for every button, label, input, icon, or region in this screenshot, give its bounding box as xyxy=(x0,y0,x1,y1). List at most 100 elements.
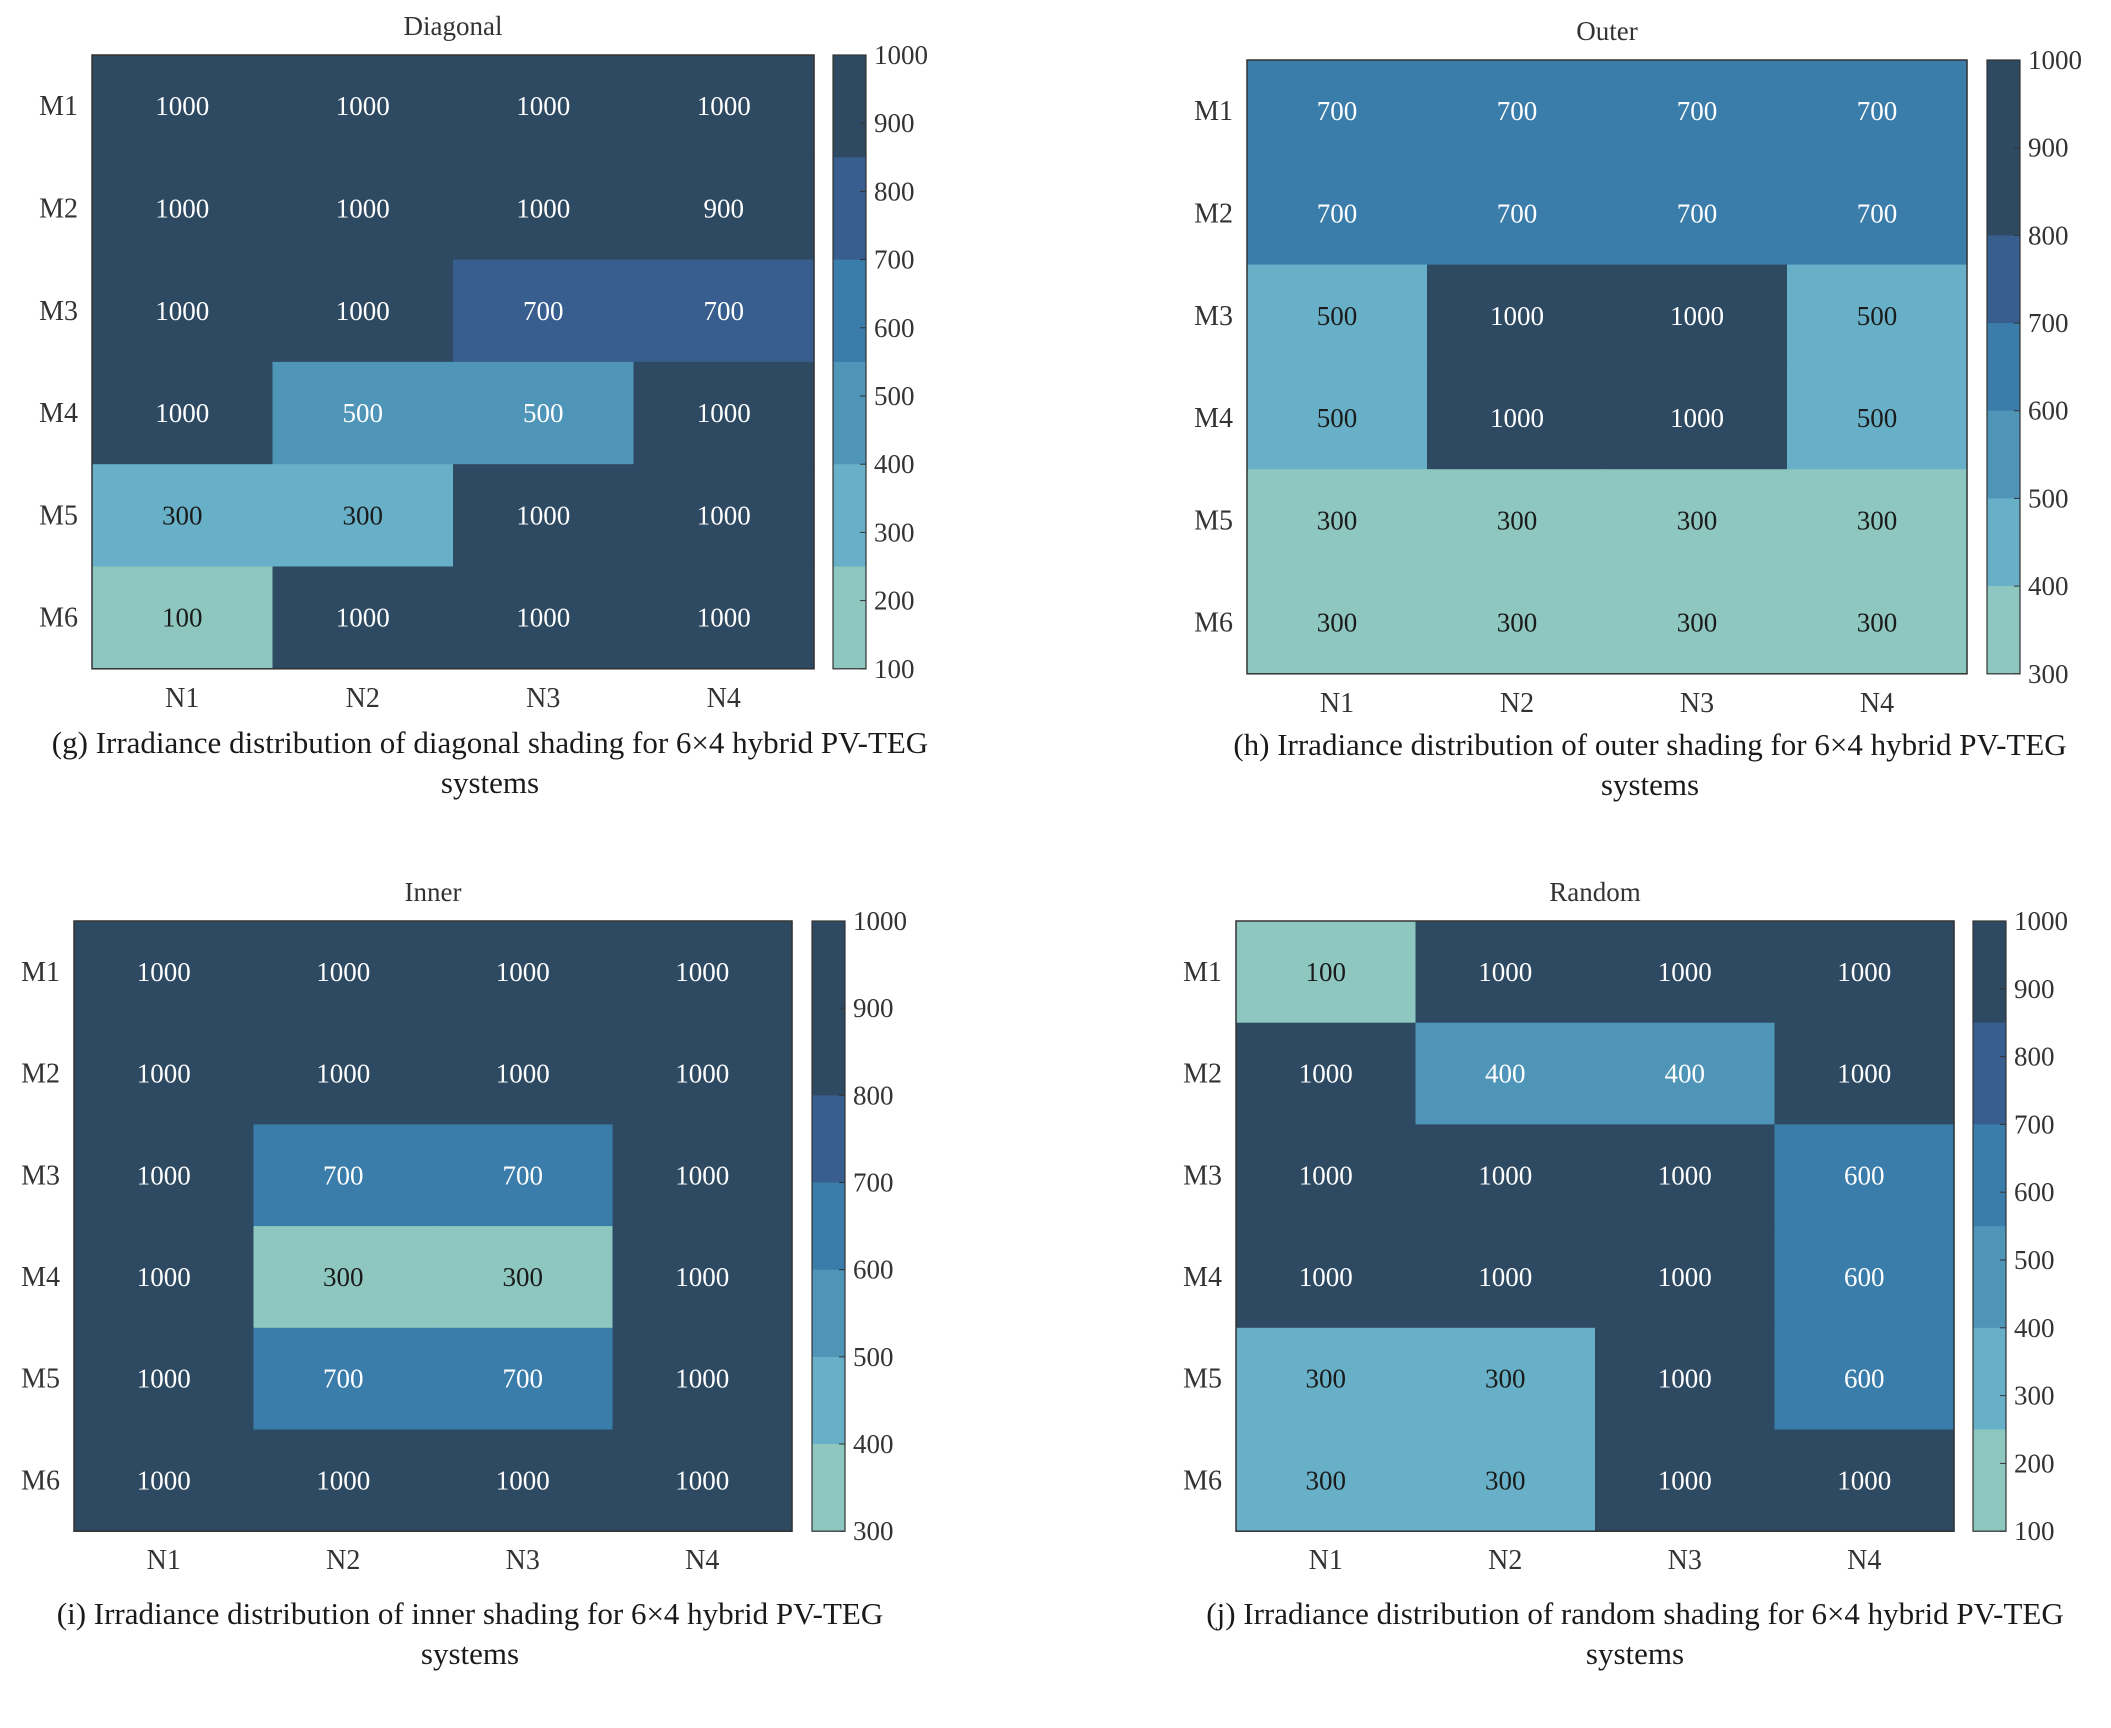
cell-value-label: 1000 xyxy=(1478,1262,1532,1292)
heatmap-cell xyxy=(1607,571,1788,675)
colorbar-tick-label: 800 xyxy=(853,1080,894,1110)
cell-value-label: 1000 xyxy=(336,91,390,121)
heatmap-cell xyxy=(1236,1327,1417,1431)
cell-value-label: 1000 xyxy=(516,193,570,223)
cell-value-label: 1000 xyxy=(1658,1364,1712,1394)
cell-value-label: 700 xyxy=(503,1160,544,1190)
colorbar-tick-label: 600 xyxy=(853,1255,894,1285)
row-label: M5 xyxy=(39,500,78,531)
colorbar-tick-label: 400 xyxy=(2028,571,2069,601)
cell-value-label: 300 xyxy=(1317,608,1358,638)
cell-value-label: 1000 xyxy=(1478,1160,1532,1190)
cell-value-label: 300 xyxy=(1485,1465,1526,1495)
cell-value-label: 300 xyxy=(1317,505,1358,535)
heatmap-cell xyxy=(612,921,793,1024)
cell-value-label: 700 xyxy=(1497,198,1538,228)
colorbar-segment xyxy=(1973,1327,2006,1431)
heatmap-panel-random: Random 100 1000 1000 1000 1000 400 400 1000 1000 1… xyxy=(1055,860,2111,1728)
caption-outer: (h) Irradiance distribution of outer sha… xyxy=(1233,727,2067,802)
heatmap-cell xyxy=(92,157,274,261)
cell-value-label: 500 xyxy=(1317,403,1358,433)
cell-value-label: 1000 xyxy=(1837,1059,1891,1089)
cell-value-label: 300 xyxy=(343,500,384,530)
cell-value-label: 1000 xyxy=(697,500,751,530)
row-label: M2 xyxy=(39,193,78,224)
chart-title: Random xyxy=(1549,877,1641,907)
cell-value-label: 700 xyxy=(523,296,564,326)
heatmap-cell xyxy=(1595,1124,1776,1227)
cell-value-label: 700 xyxy=(704,296,745,326)
cell-value-label: 1000 xyxy=(1837,957,1891,987)
cell-value-label: 1000 xyxy=(496,1059,550,1089)
colorbar-segment xyxy=(812,1182,845,1271)
heatmap-cell xyxy=(1595,1327,1776,1431)
colorbar-tick-label: 500 xyxy=(853,1342,894,1372)
column-label: N4 xyxy=(707,683,741,714)
colorbar-tick-label: 1000 xyxy=(874,40,928,70)
heatmap-cell xyxy=(1427,60,1608,163)
chart-title: Diagonal xyxy=(404,11,503,41)
row-label: M1 xyxy=(1183,957,1222,988)
colorbar-tick-label: 600 xyxy=(2028,396,2069,426)
row-label: M2 xyxy=(1194,198,1233,229)
caption-random: (j) Irradiance distribution of random sh… xyxy=(1206,1596,2064,1671)
cell-value-label: 1000 xyxy=(316,957,370,987)
heatmap-cell xyxy=(253,1327,434,1431)
cell-value-label: 1000 xyxy=(1478,957,1532,987)
heatmap-cell xyxy=(1787,366,1968,470)
heatmap-cell xyxy=(272,157,454,261)
cell-value-label: 600 xyxy=(1844,1262,1885,1292)
colorbar-tick-label: 200 xyxy=(874,586,915,616)
colorbar-tick-label: 900 xyxy=(853,993,894,1023)
heatmap-cell xyxy=(633,157,815,261)
heatmap-cell xyxy=(92,464,274,568)
heatmap-cell xyxy=(272,55,454,158)
cell-value-label: 1000 xyxy=(516,500,570,530)
heatmap-cell xyxy=(1415,921,1596,1024)
heatmap-cell xyxy=(74,921,255,1024)
colorbar-tick-label: 300 xyxy=(2028,659,2069,689)
colorbar-segment xyxy=(812,1008,845,1096)
colorbar-segment xyxy=(812,921,845,1009)
cell-value-label: 1000 xyxy=(336,603,390,633)
cell-value-label: 1000 xyxy=(697,398,751,428)
heatmap-cell xyxy=(1236,1022,1417,1125)
heatmap-cell xyxy=(1787,162,1968,266)
cell-value-label: 400 xyxy=(1485,1059,1526,1089)
heatmap-cell xyxy=(1774,1022,1955,1125)
heatmap-cell xyxy=(1415,1022,1596,1125)
heatmap-cell xyxy=(1247,571,1428,675)
cell-value-label: 1000 xyxy=(516,91,570,121)
cell-value-label: 1000 xyxy=(697,603,751,633)
cell-value-label: 1000 xyxy=(675,1160,729,1190)
heatmap-cell xyxy=(433,1022,614,1125)
row-label: M1 xyxy=(39,91,78,122)
cell-value-label: 1000 xyxy=(155,398,209,428)
column-label: N3 xyxy=(526,683,560,714)
colorbar-tick-label: 300 xyxy=(2014,1381,2055,1411)
row-label: M1 xyxy=(21,957,60,988)
cell-value-label: 500 xyxy=(1857,403,1898,433)
cell-value-label: 1000 xyxy=(316,1059,370,1089)
cell-value-label: 500 xyxy=(1317,301,1358,331)
heatmap-cell xyxy=(1415,1327,1596,1431)
cell-value-label: 500 xyxy=(523,398,564,428)
column-label: N2 xyxy=(346,683,380,714)
colorbar-segment xyxy=(833,259,866,363)
cell-value-label: 400 xyxy=(1665,1059,1706,1089)
colorbar-frame xyxy=(1972,920,2007,1532)
heatmap-cell xyxy=(1236,1226,1417,1329)
column-label: N4 xyxy=(1860,688,1894,719)
heatmap-cell xyxy=(253,1429,434,1532)
colorbar-tick-label: 700 xyxy=(2028,308,2069,338)
heatmap-frame xyxy=(1235,920,1955,1532)
heatmap-cell xyxy=(453,566,635,670)
colorbar-segment xyxy=(833,55,866,158)
heatmap-cell xyxy=(1787,571,1968,675)
heatmap-chart-diagonal: Diagonal 1000 1000 1000 1000 1000 1000 1000 900 1… xyxy=(39,11,928,714)
heatmap-cell xyxy=(612,1022,793,1125)
heatmap-cell xyxy=(1247,162,1428,266)
cell-value-label: 1000 xyxy=(1490,403,1544,433)
cell-value-label: 1000 xyxy=(1658,1160,1712,1190)
heatmap-cell xyxy=(253,1124,434,1227)
